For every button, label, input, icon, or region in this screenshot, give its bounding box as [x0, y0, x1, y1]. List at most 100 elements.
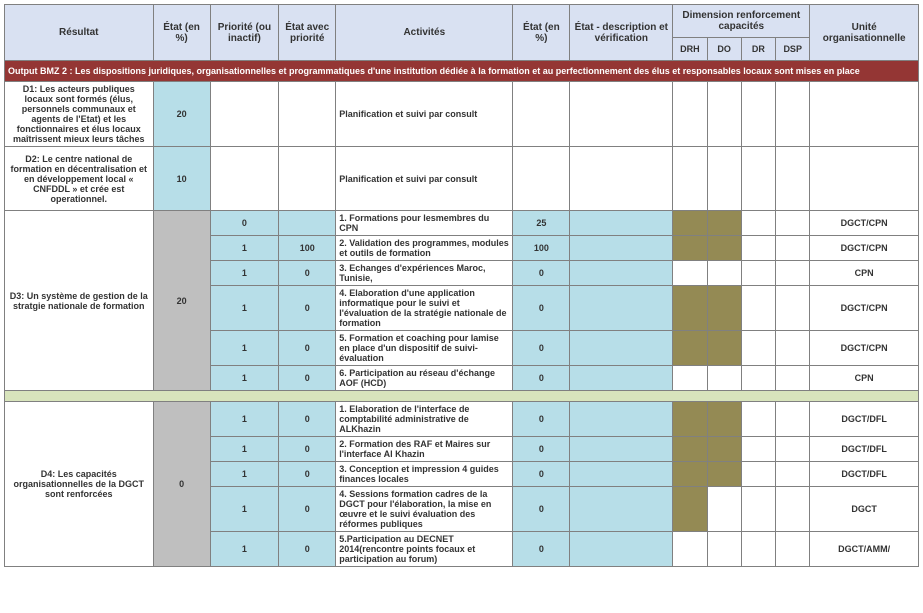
d3-etat2: 0 — [513, 366, 570, 391]
d4-result: D4: Les capacités organisationnelles de … — [5, 402, 154, 567]
d3-dr — [741, 286, 775, 331]
d4-etat2: 0 — [513, 532, 570, 567]
d3-etat-prio: 0 — [279, 286, 336, 331]
d4-activite: 2. Formation des RAF et Maires sur l'int… — [336, 437, 513, 462]
d4-dsp — [776, 462, 810, 487]
d3-dsp — [776, 286, 810, 331]
d4-etat-prio: 0 — [279, 402, 336, 437]
d4-dsp — [776, 402, 810, 437]
d3-etat-prio — [279, 211, 336, 236]
d3-etat2: 100 — [513, 236, 570, 261]
d3-dr — [741, 261, 775, 286]
d2-activite: Planification et suivi par consult — [336, 147, 513, 211]
d3-activite: 2. Validation des programmes, modules et… — [336, 236, 513, 261]
d2-etat: 10 — [153, 147, 210, 211]
d3-dr — [741, 211, 775, 236]
h-etatprio: État avec priorité — [279, 5, 336, 61]
d3-priorite: 0 — [210, 211, 279, 236]
d3-drh — [673, 261, 707, 286]
d3-priorite: 1 — [210, 331, 279, 366]
d4-dsp — [776, 532, 810, 567]
d4-priorite: 1 — [210, 462, 279, 487]
d3-unite: DGCT/CPN — [810, 211, 919, 236]
d3-dsp — [776, 261, 810, 286]
d3-unite: DGCT/CPN — [810, 236, 919, 261]
d4-activite: 1. Elaboration de l'interface de comptab… — [336, 402, 513, 437]
h-do: DO — [707, 38, 741, 61]
d3-etat: 20 — [153, 211, 210, 391]
d4-dsp — [776, 487, 810, 532]
d3-do — [707, 261, 741, 286]
h-unite: Unité organisationnelle — [810, 5, 919, 61]
d2-result: D2: Le centre national de formation en d… — [5, 147, 154, 211]
d4-unite: DGCT/AMM/ — [810, 532, 919, 567]
d4-unite: DGCT — [810, 487, 919, 532]
d4-do — [707, 462, 741, 487]
d3-etat2: 25 — [513, 211, 570, 236]
d3-do — [707, 331, 741, 366]
d3-dr — [741, 236, 775, 261]
h-etat1: État (en %) — [153, 5, 210, 61]
d4-etat2: 0 — [513, 462, 570, 487]
d3-priorite: 1 — [210, 366, 279, 391]
separator-row — [5, 391, 919, 402]
h-desc: État - description et vérification — [570, 5, 673, 61]
d3-activite: 1. Formations pour lesmembres du CPN — [336, 211, 513, 236]
d4-priorite: 1 — [210, 437, 279, 462]
d3-drh — [673, 211, 707, 236]
d3-drh — [673, 236, 707, 261]
d4-drh — [673, 532, 707, 567]
d3-activite: 5. Formation et coaching pour lamise en … — [336, 331, 513, 366]
d3-result: D3: Un système de gestion de la stratgie… — [5, 211, 154, 391]
d3-drh — [673, 366, 707, 391]
d3-dsp — [776, 211, 810, 236]
d3-etat2: 0 — [513, 331, 570, 366]
d4-priorite: 1 — [210, 532, 279, 567]
d3-priorite: 1 — [210, 236, 279, 261]
d3-priorite: 1 — [210, 261, 279, 286]
d4-do — [707, 437, 741, 462]
d4-dr — [741, 487, 775, 532]
d3-drh — [673, 286, 707, 331]
d4-unite: DGCT/DFL — [810, 437, 919, 462]
d4-etat-prio: 0 — [279, 462, 336, 487]
d3-do — [707, 366, 741, 391]
d4-dr — [741, 532, 775, 567]
d3-etat-prio: 100 — [279, 236, 336, 261]
d4-drh — [673, 487, 707, 532]
d4-etat2: 0 — [513, 402, 570, 437]
d4-etat-prio: 0 — [279, 532, 336, 567]
d3-activite: 6. Participation au réseau d'échange AOF… — [336, 366, 513, 391]
d3-unite: DGCT/CPN — [810, 331, 919, 366]
d3-etat2: 0 — [513, 286, 570, 331]
d4-etat-prio: 0 — [279, 487, 336, 532]
h-etat2: État (en %) — [513, 5, 570, 61]
h-drh: DRH — [673, 38, 707, 61]
d3-do — [707, 286, 741, 331]
d3-dsp — [776, 366, 810, 391]
d4-do — [707, 487, 741, 532]
d4-activite: 5.Participation au DECNET 2014(rencontre… — [336, 532, 513, 567]
plan-table: Résultat État (en %) Priorité (ou inacti… — [4, 4, 919, 567]
d3-dsp — [776, 331, 810, 366]
d4-dr — [741, 437, 775, 462]
d3-dr — [741, 366, 775, 391]
d3-do — [707, 236, 741, 261]
d4-dr — [741, 462, 775, 487]
bmz-output-row: Output BMZ 2 : Les dispositions juridiqu… — [5, 61, 919, 82]
d3-activite: 3. Echanges d'expériences Maroc, Tunisie… — [336, 261, 513, 286]
d3-unite: DGCT/CPN — [810, 286, 919, 331]
d3-unite: CPN — [810, 366, 919, 391]
d4-activite: 4. Sessions formation cadres de la DGCT … — [336, 487, 513, 532]
d3-etat-prio: 0 — [279, 261, 336, 286]
d4-unite: DGCT/DFL — [810, 462, 919, 487]
d4-drh — [673, 462, 707, 487]
d3-etat2: 0 — [513, 261, 570, 286]
d1-activite: Planification et suivi par consult — [336, 82, 513, 147]
d3-drh — [673, 331, 707, 366]
d4-etat2: 0 — [513, 487, 570, 532]
h-dr: DR — [741, 38, 775, 61]
d4-do — [707, 402, 741, 437]
d4-drh — [673, 402, 707, 437]
d1-etat: 20 — [153, 82, 210, 147]
